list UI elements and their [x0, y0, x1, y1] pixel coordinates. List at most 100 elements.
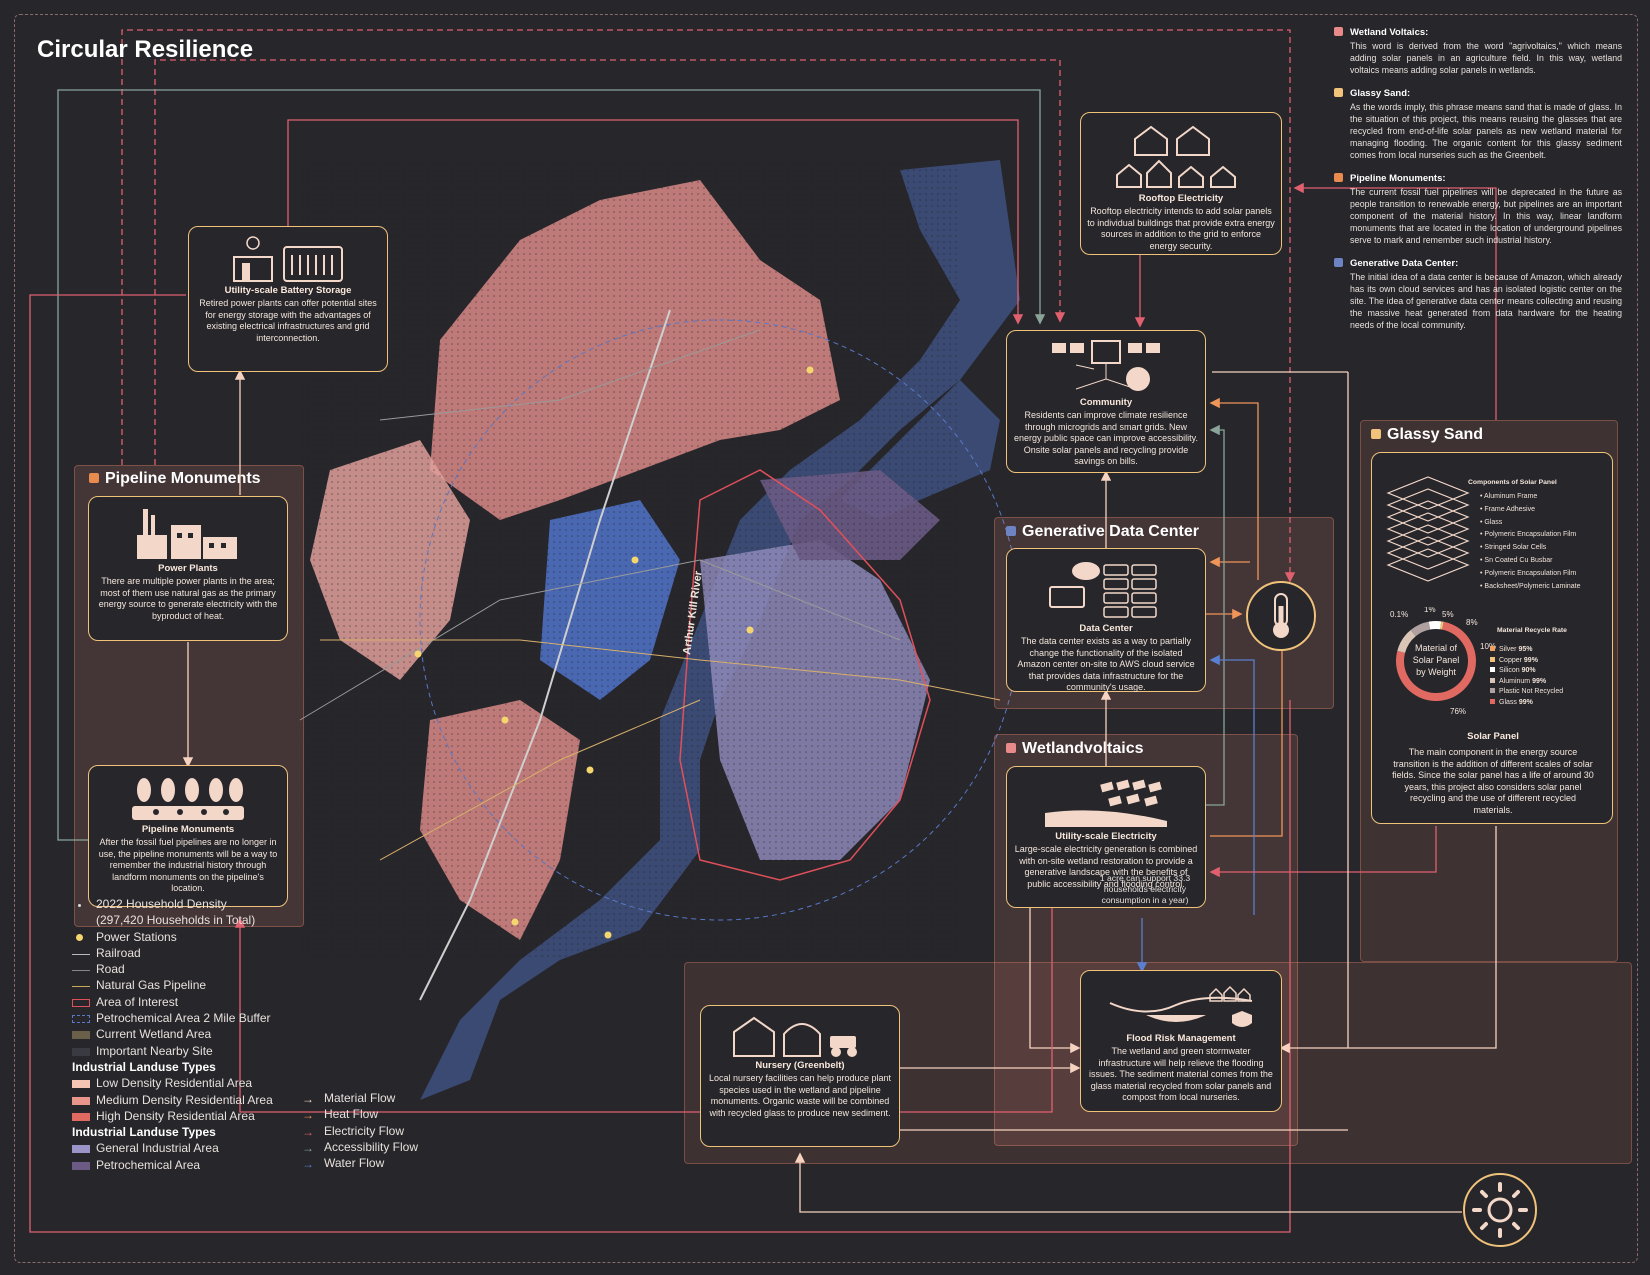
flow-material: [794, 1152, 1462, 1213]
card-pipeline-monuments[interactable]: Pipeline Monuments After the fossil fuel…: [88, 765, 288, 907]
factory-icon: [137, 509, 237, 559]
card-title: Pipeline Monuments: [141, 824, 235, 835]
flow-heat: [1210, 640, 1283, 837]
card-description: Local nursery facilities can help produc…: [708, 1073, 892, 1118]
legend-row: Petrochemical Area: [72, 1158, 273, 1174]
flow-electricity: [1209, 826, 1437, 878]
legend-swatch: [72, 1145, 90, 1154]
card-solar-panel[interactable]: Components of Solar Panel • Aluminum Fra…: [1371, 452, 1613, 824]
definition-color-square: [1334, 258, 1343, 268]
card-title: Data Center: [1079, 623, 1133, 634]
legend-row: Current Wetland Area: [72, 1027, 273, 1043]
legend-row: Low Density Residential Area: [72, 1076, 273, 1092]
flow-electricity: [287, 119, 1024, 330]
poster-frame: [14, 14, 1638, 1263]
flow-electricity: [29, 294, 1291, 1233]
definition-text: The initial idea of a data center is bec…: [1350, 272, 1622, 330]
zone-title-pipeline: Pipeline Monuments: [89, 470, 261, 488]
flow-arrow-icon: →: [302, 1140, 314, 1155]
donut-pct-label: 5%: [1442, 610, 1454, 619]
definition-term-text: Pipeline Monuments:: [1350, 173, 1446, 185]
card-nursery[interactable]: Nursery (Greenbelt) Local nursery facili…: [700, 1005, 900, 1147]
capacity-note: 1 acre can support 33.3 households elect…: [1099, 873, 1191, 905]
legend-row: Railroad: [72, 946, 273, 962]
card-title: Utility-scale Electricity: [1055, 831, 1157, 842]
definition-text: The current fossil fuel pipelines will b…: [1350, 187, 1622, 245]
card-data-center[interactable]: Data Center The data center exists as a …: [1006, 548, 1206, 692]
recycle-item: Glass 99%: [1490, 698, 1610, 709]
component-item: • Backsheet/Polymeric Laminate: [1480, 582, 1581, 590]
zone-title-glassy: Glassy Sand: [1371, 426, 1483, 444]
card-title: Community: [1079, 397, 1133, 408]
card-description: After the fossil fuel pipelines are no l…: [98, 837, 278, 894]
recycle-rate: 99%: [1532, 677, 1547, 685]
card-title: Nursery (Greenbelt): [755, 1060, 845, 1071]
donut-pct-label: 0.1%: [1390, 610, 1408, 619]
card-battery-storage[interactable]: Utility-scale Battery Storage Retired po…: [188, 226, 388, 372]
card-community[interactable]: Community Residents can improve climate …: [1006, 330, 1206, 473]
legend-row: Road: [72, 962, 273, 978]
legend-label: (297,420 Households in Total): [96, 913, 256, 928]
donut-pct-label: 1%: [1424, 607, 1436, 614]
definition-item: Generative Data Center: The initial idea …: [1334, 258, 1622, 331]
donut-slice-copper: [1440, 621, 1444, 630]
card-description: The wetland and green stormwater infrast…: [1089, 1046, 1273, 1103]
definition-term-text: Glassy Sand:: [1350, 88, 1411, 100]
definition-item: Wetland Voltaics: This word is derived fr…: [1334, 27, 1622, 76]
definition-term-text: Generative Data Center:: [1350, 258, 1459, 270]
card-flood-risk[interactable]: Flood Risk Management The wetland and gr…: [1080, 970, 1282, 1112]
power-station: [604, 931, 612, 939]
component-item: • Glass: [1480, 518, 1503, 526]
definition-text: As the words imply, this phrase means sa…: [1350, 102, 1622, 160]
components-list: • Aluminum Frame • Frame Adhesive • Glass •…: [1480, 491, 1612, 593]
thermometer-icon: [1246, 581, 1316, 651]
legend-swatch: [72, 1112, 90, 1121]
flow-legend-row: → Heat Flow: [302, 1107, 418, 1123]
component-item: • Sn Coated Cu Busbar: [1480, 556, 1553, 564]
card-power-plants[interactable]: Power Plants There are multiple power pl…: [88, 496, 288, 641]
power-station: [586, 766, 594, 774]
definition-term: Pipeline Monuments:: [1334, 173, 1622, 184]
definition-item: Glassy Sand: As the words imply, this phr…: [1334, 88, 1622, 161]
flow-legend-row: → Material Flow: [302, 1091, 418, 1107]
greenhouse-icon: [733, 1016, 857, 1057]
legend-label: Area of Interest: [96, 994, 179, 1009]
flow-legend-label: Material Flow: [324, 1091, 396, 1105]
recycle-name: Silver: [1499, 646, 1519, 653]
road: [379, 329, 761, 421]
flood-landscape-icon: [1109, 985, 1253, 1027]
donut-center-label: by Weight: [1416, 667, 1456, 677]
card-utility-electricity[interactable]: Utility-scale Electricity Large-scale el…: [1006, 766, 1206, 908]
legend-row: Important Nearby Site: [72, 1044, 273, 1060]
card-title: Utility-scale Battery Storage: [224, 285, 352, 296]
card-description: There are multiple power plants in the a…: [98, 576, 278, 621]
component-item: • Frame Adhesive: [1480, 505, 1535, 513]
card-title: Flood Risk Management: [1126, 1033, 1236, 1044]
legend-label: 2022 Household Density: [96, 897, 227, 911]
map-legend: 2022 Household Density (297,420 Household…: [72, 897, 273, 1174]
flow-heat: [1209, 397, 1259, 580]
flow-legend-label: Accessibility Flow: [324, 1139, 419, 1154]
legend-swatch: [72, 1161, 90, 1170]
legend-label: Important Nearby Site: [96, 1043, 213, 1058]
legend-label: Medium Density Residential Area: [96, 1092, 273, 1107]
gas-pipeline: [379, 699, 701, 861]
legend-swatch: [72, 1096, 90, 1105]
power-station: [631, 556, 639, 564]
zone-title-datacenter: Generative Data Center: [1006, 523, 1199, 541]
legend-row: Industrial Landuse Types: [72, 1125, 273, 1141]
card-description: Large-scale electricity generation is co…: [1014, 844, 1198, 889]
legend-swatch: [72, 986, 90, 988]
houses-icon: [1116, 125, 1236, 188]
power-station: [746, 626, 754, 634]
recycle-rate: 99%: [1523, 656, 1538, 664]
flow-electricity-dashed: [154, 59, 1066, 465]
legend-swatch: [72, 953, 90, 955]
definition-color-square: [1334, 173, 1343, 183]
legend-row: Medium Density Residential Area: [72, 1093, 273, 1109]
component-item: • Polymeric Encapsulation Film: [1480, 531, 1577, 539]
card-rooftop-electricity[interactable]: Rooftop Electricity Rooftop electricity …: [1080, 112, 1282, 255]
legend-swatch: [72, 1015, 90, 1024]
donut-slice-plastic: [1410, 621, 1431, 637]
recycle-donut-chart: Material of Solar Panel by Weight 0.1% 1% 5% 8…: [1390, 607, 1496, 716]
